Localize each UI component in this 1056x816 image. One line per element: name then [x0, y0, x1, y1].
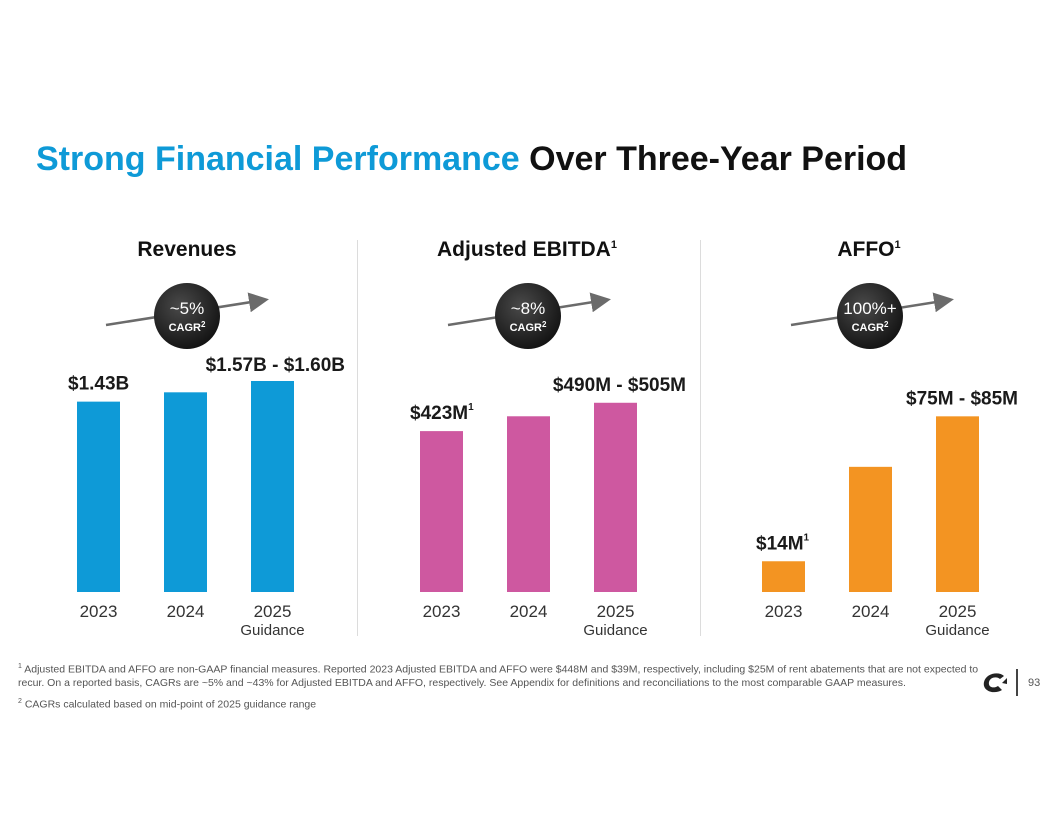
- footnotes: 1 Adjusted EBITDA and AFFO are non-GAAP …: [18, 660, 988, 712]
- bar-2024: [507, 416, 550, 592]
- x-tick-label: 2023: [765, 602, 803, 621]
- data-label-sup: 1: [468, 402, 474, 413]
- bar-2024: [164, 392, 207, 592]
- page-title: Strong Financial Performance Over Three-…: [36, 140, 907, 179]
- footnote-1-sup: 1: [18, 663, 22, 670]
- cagr-badge: [837, 283, 903, 349]
- company-logo-icon: [983, 673, 1007, 693]
- data-label: $14M1: [756, 532, 810, 554]
- cagr-label-sup: 2: [201, 320, 206, 329]
- panel-title-text: Revenues: [137, 238, 237, 261]
- bar-2023: [420, 431, 463, 592]
- bar-2025: [251, 380, 294, 592]
- x-tick-label: 2024: [167, 602, 205, 621]
- x-tick-sublabel: Guidance: [583, 622, 647, 639]
- data-label: $75M - $85M: [906, 388, 1018, 409]
- panel-title-sup: 1: [894, 239, 901, 251]
- cagr-label: CAGR2: [169, 320, 206, 334]
- bar-2025: [936, 416, 979, 592]
- x-tick-sublabel: Guidance: [925, 622, 989, 639]
- bar-2023: [762, 561, 805, 592]
- cagr-label: CAGR2: [852, 320, 889, 334]
- x-tick-label: 2023: [423, 602, 461, 621]
- footnote-2: 2 CAGRs calculated based on mid-point of…: [18, 695, 988, 712]
- panel-divider: [700, 240, 701, 636]
- cagr-label: CAGR2: [510, 320, 547, 334]
- bar-2025: [594, 402, 637, 592]
- bar-2024: [849, 466, 892, 592]
- panel-title-revenues: Revenues: [37, 238, 337, 262]
- panel-title-text: Adjusted EBITDA: [437, 238, 611, 261]
- x-tick-label: 2023: [80, 602, 118, 621]
- footnote-2-text: CAGRs calculated based on mid-point of 2…: [24, 698, 317, 710]
- title-rest: Over Three-Year Period: [529, 140, 908, 178]
- x-tick-label: 2025: [939, 602, 977, 621]
- footnote-1-text: Adjusted EBITDA and AFFO are non-GAAP fi…: [18, 663, 979, 690]
- x-tick-label: 2024: [852, 602, 890, 621]
- cagr-value: 100%+: [843, 299, 896, 318]
- cagr-value: ~8%: [511, 299, 546, 318]
- footnote-1: 1 Adjusted EBITDA and AFFO are non-GAAP …: [18, 660, 988, 691]
- x-tick-label: 2025: [254, 602, 292, 621]
- logo-divider: [1016, 669, 1018, 696]
- data-label: $423M1: [410, 402, 474, 424]
- panel-title-ebitda: Adjusted EBITDA1: [377, 238, 677, 262]
- page-number: 93: [1028, 677, 1041, 689]
- data-label: $490M - $505M: [553, 375, 686, 396]
- x-tick-label: 2024: [510, 602, 548, 621]
- cagr-badge: [154, 283, 220, 349]
- data-label: $1.43B: [68, 374, 129, 395]
- title-accent: Strong Financial Performance: [36, 140, 520, 178]
- data-label-sup: 1: [804, 532, 810, 543]
- cagr-label-sup: 2: [884, 320, 889, 329]
- cagr-label-sup: 2: [542, 320, 547, 329]
- panel-title-affo: AFFO1: [719, 238, 1019, 262]
- panel-divider: [357, 240, 358, 636]
- x-tick-label: 2025: [597, 602, 635, 621]
- panel-title-sup: 1: [610, 239, 617, 251]
- data-label: $1.57B - $1.60B: [206, 355, 345, 376]
- footnote-2-sup: 2: [18, 697, 22, 705]
- cagr-value: ~5%: [170, 299, 205, 318]
- cagr-badge: [495, 283, 561, 349]
- panel-title-text: AFFO: [837, 238, 895, 261]
- x-tick-sublabel: Guidance: [240, 622, 304, 639]
- bar-2023: [77, 401, 120, 592]
